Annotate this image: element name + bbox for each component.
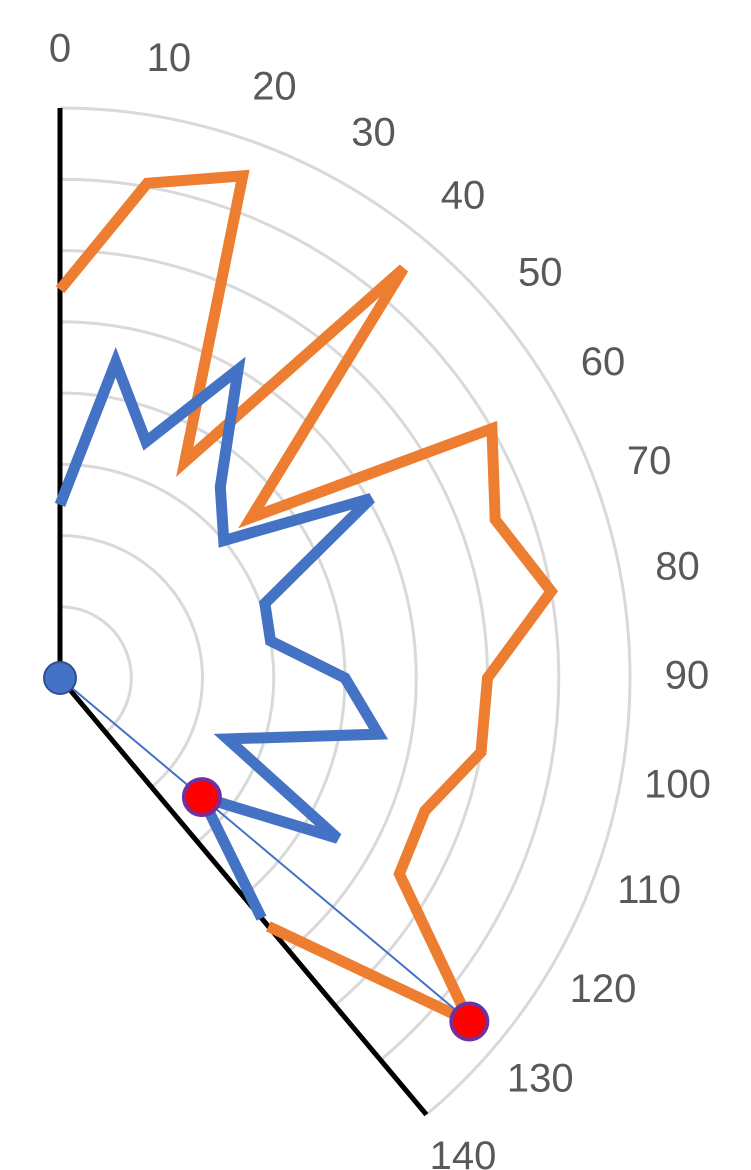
angle-label: 20 [252, 64, 297, 108]
angle-label: 0 [49, 27, 71, 71]
angle-label: 40 [441, 173, 486, 217]
series-line [54, 346, 389, 921]
series-line [55, 169, 559, 1034]
plot [43, 169, 559, 1042]
angle-label: 140 [430, 1134, 497, 1170]
angle-label: 90 [665, 654, 710, 698]
axis-line [58, 676, 429, 1117]
grid-ring [59, 534, 204, 789]
angle-label: 50 [518, 251, 563, 295]
highlight-dot [181, 777, 222, 818]
grid-ring [59, 605, 133, 734]
angle-label: 80 [655, 545, 700, 589]
angle-label: 110 [617, 868, 681, 912]
angle-label: 100 [644, 762, 711, 806]
grid-ring [59, 106, 632, 1116]
angle-label: 10 [147, 36, 192, 80]
angle-label: 70 [627, 439, 672, 483]
angle-label: 130 [507, 1057, 574, 1101]
highlight-dot [449, 1001, 490, 1042]
angle-label: 60 [581, 340, 626, 384]
angle-label: 30 [351, 111, 396, 155]
angle-label: 120 [570, 967, 637, 1011]
origin-dot [43, 661, 77, 695]
grid-ring [59, 320, 418, 953]
grid-ring [59, 177, 561, 1062]
grid: 0 10 20 30 40 50 60 70 80 90 100 110 120 130 140 [49, 27, 711, 1170]
grid-ring [59, 462, 276, 843]
